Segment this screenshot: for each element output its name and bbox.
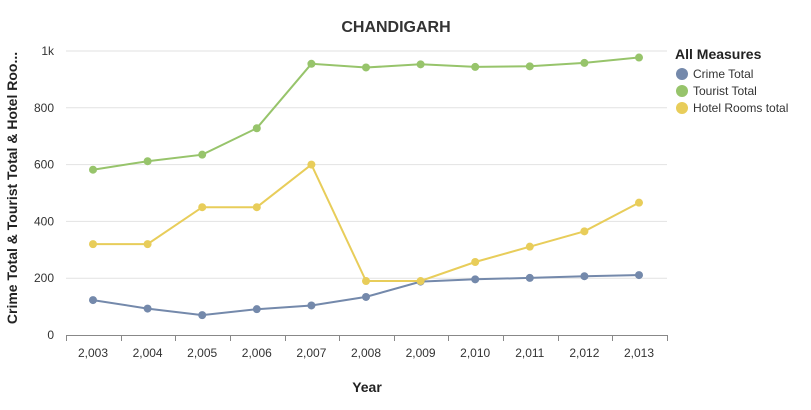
data-point[interactable] — [198, 203, 207, 212]
legend-marker — [676, 102, 688, 114]
y-tick-label: 600 — [34, 158, 54, 172]
legend-label[interactable]: Crime Total — [693, 67, 753, 81]
data-point[interactable] — [416, 277, 425, 286]
data-point[interactable] — [362, 63, 370, 72]
data-point[interactable] — [471, 62, 480, 71]
data-point[interactable] — [307, 59, 316, 68]
legend-marker — [676, 85, 688, 97]
series-line — [92, 56, 640, 171]
data-point[interactable] — [198, 311, 207, 320]
data-point[interactable] — [580, 227, 589, 236]
y-tick-label: 200 — [34, 271, 54, 285]
x-tick-label: 2,010 — [460, 346, 490, 360]
legend: All Measures Crime Total Tourist Total Hot… — [675, 46, 788, 115]
x-tick-label: 2,004 — [133, 346, 163, 360]
legend-label[interactable]: Hotel Rooms total — [693, 101, 788, 115]
data-point[interactable] — [580, 272, 589, 281]
legend-title: All Measures — [675, 46, 762, 62]
x-tick-label: 2,011 — [515, 346, 544, 360]
data-point[interactable] — [471, 275, 480, 284]
x-tick-label: 2,012 — [569, 346, 599, 360]
data-point[interactable] — [252, 124, 261, 133]
chart-title: CHANDIGARH — [341, 19, 450, 36]
data-point[interactable] — [580, 58, 589, 67]
y-tick-label: 1k — [41, 44, 55, 58]
data-point[interactable] — [143, 240, 152, 249]
data-point[interactable] — [89, 296, 97, 305]
x-axis-title: Year — [352, 379, 382, 395]
data-point[interactable] — [362, 292, 370, 301]
series-hotel-rooms-total — [89, 160, 643, 286]
y-axis-title: Crime Total & Tourist Total & Hotel Roo.… — [4, 52, 20, 324]
grid — [66, 50, 667, 279]
data-point[interactable] — [198, 150, 207, 159]
series-group — [89, 53, 643, 320]
data-point[interactable] — [416, 60, 425, 69]
x-tick-label: 2,006 — [242, 346, 272, 360]
data-point[interactable] — [89, 165, 97, 174]
data-point[interactable] — [307, 160, 316, 169]
legend-marker — [676, 68, 688, 80]
x-tick-label: 2,005 — [187, 346, 217, 360]
x-tick-label: 2,009 — [406, 346, 436, 360]
data-point[interactable] — [89, 240, 97, 249]
data-point[interactable] — [525, 273, 534, 282]
data-point[interactable] — [635, 271, 643, 280]
x-tick-label: 2,007 — [296, 346, 326, 360]
y-tick-label: 0 — [47, 328, 54, 342]
data-point[interactable] — [252, 305, 261, 314]
data-point[interactable] — [143, 304, 152, 313]
x-tick-label: 2,008 — [351, 346, 381, 360]
data-point[interactable] — [525, 62, 534, 71]
data-point[interactable] — [307, 301, 316, 310]
x-tick-label: 2,003 — [78, 346, 108, 360]
x-tick-label: 2,013 — [624, 346, 654, 360]
y-tick-label: 400 — [34, 214, 54, 228]
data-point[interactable] — [362, 277, 370, 286]
data-point[interactable] — [635, 53, 643, 62]
axes: 0 200 400 600 800 1k 2,003 2,004 2,005 2,006 2,007… — [34, 44, 668, 360]
data-point[interactable] — [143, 157, 152, 166]
data-point[interactable] — [635, 198, 643, 207]
data-point[interactable] — [471, 258, 480, 267]
legend-label[interactable]: Tourist Total — [693, 84, 757, 98]
series-tourist-total — [89, 53, 643, 174]
data-point[interactable] — [252, 203, 261, 212]
series-line — [93, 163, 640, 282]
data-point[interactable] — [525, 242, 534, 251]
y-tick-label: 800 — [34, 101, 54, 115]
